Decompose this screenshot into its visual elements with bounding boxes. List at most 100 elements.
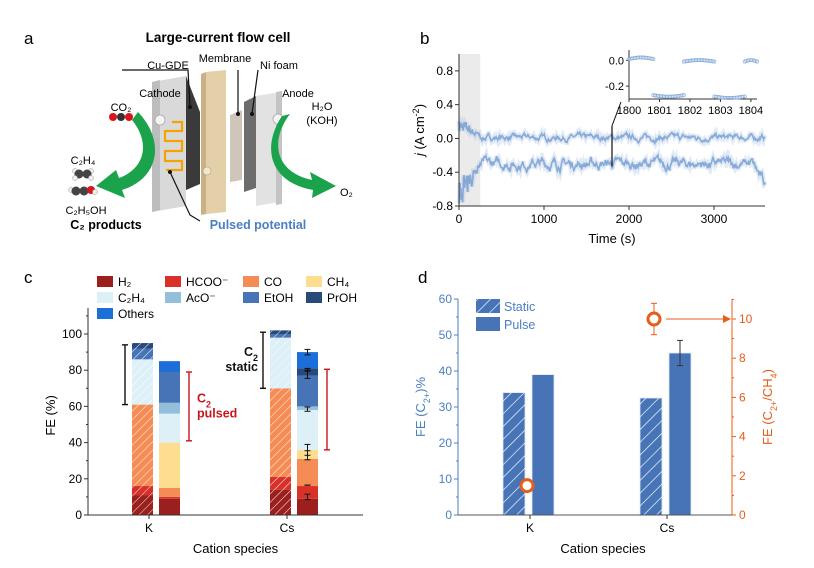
panel-label-b: b xyxy=(420,29,429,48)
b-y-tick-label: 0.8 xyxy=(436,64,453,78)
legend-swatch-hatch xyxy=(476,299,500,313)
c2-bracket-label: static xyxy=(225,360,258,374)
inset-data-point xyxy=(681,93,686,98)
panel-d-legend: Static Pulse xyxy=(476,299,535,332)
legend-swatch xyxy=(243,276,259,287)
inset-x-tick-label: 1800 xyxy=(617,105,641,117)
d-left-tick-label: 30 xyxy=(439,400,453,414)
pulsed-potential-label: Pulsed potential xyxy=(210,218,307,232)
inset-y-tick-label: -0.2 xyxy=(605,81,624,93)
b-x-tick-label: 0 xyxy=(456,212,463,226)
legend-swatch xyxy=(306,276,322,287)
legend-label-static: Static xyxy=(504,300,535,314)
bar-segment xyxy=(297,486,318,499)
bar-segment-hatch xyxy=(270,337,291,389)
inset-data-point xyxy=(680,93,685,98)
legend-label: Others xyxy=(118,307,154,321)
bar-segment-hatch xyxy=(132,343,153,349)
panel-b-axes: 0.8 0.4 0.0 -0.4 -0.80 1000 2000 3000 xyxy=(432,54,765,226)
inset-data-point xyxy=(651,57,656,61)
bar-segment xyxy=(297,352,318,369)
legend-swatch xyxy=(97,276,113,287)
b-y-tick-label: -0.4 xyxy=(432,165,453,179)
legend-label: H₂ xyxy=(118,275,132,289)
inset-x-tick-label: 1802 xyxy=(678,105,702,117)
inset-data-point xyxy=(649,56,654,61)
d-right-tick-label: 2 xyxy=(739,469,746,483)
c-y-tick-label: 20 xyxy=(69,472,83,486)
bar-segment-hatch xyxy=(132,486,153,496)
d-x-axis-label: Cation species xyxy=(560,541,646,556)
anode-plate xyxy=(230,91,284,206)
bar-segment-hatch xyxy=(270,334,291,338)
b-y-tick-label: 0.0 xyxy=(436,131,453,145)
inset-x-tick-label: 1801 xyxy=(647,105,671,117)
inset-data-point xyxy=(755,59,759,64)
legend-swatch xyxy=(243,292,259,303)
c-y-tick-label: 40 xyxy=(69,436,83,450)
ratio-marker xyxy=(646,311,662,327)
c-x-tick-label: Cs xyxy=(280,521,295,535)
bar-segment xyxy=(159,402,180,414)
h2o-label: H₂O xyxy=(312,101,333,113)
panel-c-axes: 0 20 40 60 80 100 K Cs xyxy=(62,308,363,535)
co2-molecule-icon xyxy=(109,113,133,121)
bar-segment-hatch xyxy=(132,359,153,405)
legend-label: EtOH xyxy=(264,291,293,305)
bar-segment xyxy=(297,375,318,407)
inset-data-point xyxy=(710,59,715,64)
bar-segment-hatch xyxy=(270,489,291,515)
legend-swatch xyxy=(165,276,181,287)
o2-label: O₂ xyxy=(340,187,353,199)
bar-segment xyxy=(159,372,180,403)
ratio-marker xyxy=(519,478,535,494)
b-y-axis-label: j (A cm-2) xyxy=(411,104,427,158)
bar-segment xyxy=(297,458,318,487)
d-right-tick-label: 4 xyxy=(739,430,746,444)
panel-label-c: c xyxy=(24,268,33,287)
b-x-tick-label: 2000 xyxy=(616,212,643,226)
d-right-tick-label: 6 xyxy=(739,390,746,404)
bar-hatch xyxy=(503,392,525,515)
cathode-plate xyxy=(152,76,200,212)
bar-segment-hatch xyxy=(132,495,153,515)
legend-label: CH₄ xyxy=(327,275,349,289)
cathode-label: Cathode xyxy=(139,88,181,100)
legend-label-pulse: Pulse xyxy=(504,318,535,332)
legend-label: HCOO⁻ xyxy=(186,275,228,289)
inset-y-tick-label: 0.0 xyxy=(609,55,624,67)
inset-data-point xyxy=(742,94,747,99)
koh-label: (KOH) xyxy=(306,115,337,127)
b-y-tick-label: 0.4 xyxy=(436,98,453,112)
c-y-axis-label: FE (%) xyxy=(43,395,58,435)
d-left-axis-label: FE (C2+)% xyxy=(413,377,432,438)
d-left-tick-label: 0 xyxy=(445,508,452,522)
pulse-waveform-icon xyxy=(163,120,184,172)
legend-swatch xyxy=(165,292,181,303)
c-x-axis-label: Cation species xyxy=(193,541,279,556)
legend-label: AcO⁻ xyxy=(186,291,216,305)
panel-label-a: a xyxy=(24,29,34,48)
panel-a: a Large-current flow cell xyxy=(24,29,353,232)
c2-products-label: C₂ products xyxy=(70,218,142,232)
panel-d: d 0 10 20 30 40 50 60 0 2 4 6 8 10 K Cs Static Pulse Ca… xyxy=(413,268,779,556)
series-scatter-band-1 xyxy=(456,146,768,204)
d-left-tick-label: 20 xyxy=(439,436,453,450)
d-right-tick-label: 0 xyxy=(739,508,746,522)
anode-flow-arrow-icon xyxy=(271,114,336,198)
co2-label: CO₂ xyxy=(111,102,132,114)
bar-segment xyxy=(297,410,318,450)
d-left-tick-label: 10 xyxy=(439,472,453,486)
bar-segment-hatch xyxy=(270,476,291,490)
bar-segment xyxy=(159,487,180,497)
legend-swatch xyxy=(97,308,113,319)
bar-segment xyxy=(159,442,180,488)
c2h4-molecule-icon xyxy=(72,168,94,181)
c2h5oh-label: C₂H₅OH xyxy=(65,205,106,217)
inset-plot: 0.0 -0.2 1800 1801 1802 1803 1804 xyxy=(605,50,763,117)
panel-c: c H₂ HCOO⁻ CO CH₄ C₂H₄ AcO⁻ EtOH PrOH Others 0 20… xyxy=(24,268,363,556)
c-y-tick-label: 0 xyxy=(75,508,82,522)
bar-segment-hatch xyxy=(132,348,153,360)
d-right-axis-label: FE (C2+/CH4) xyxy=(760,369,779,445)
panel-c-legend: H₂ HCOO⁻ CO CH₄ C₂H₄ AcO⁻ EtOH PrOH Others xyxy=(97,275,357,321)
